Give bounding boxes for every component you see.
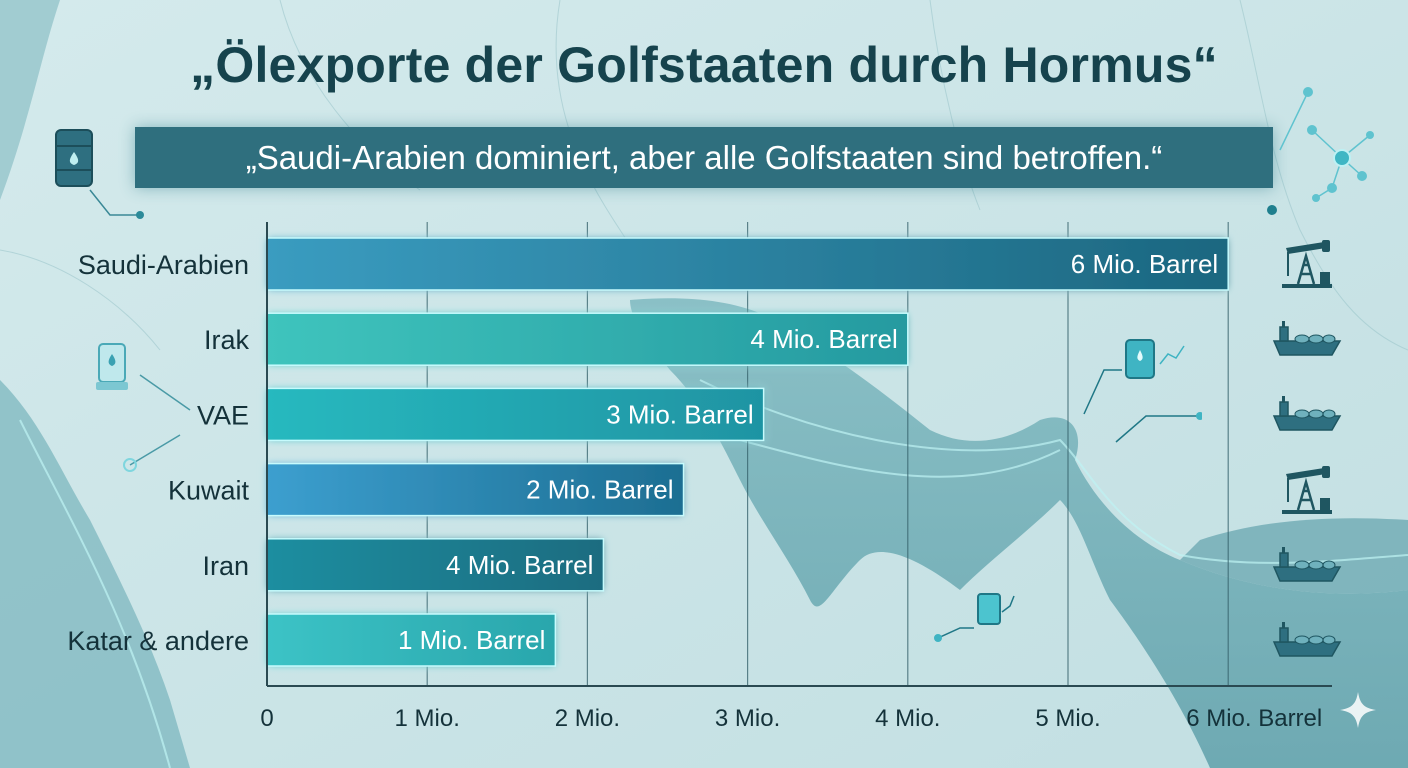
connector-line xyxy=(123,374,191,472)
grid-lines xyxy=(426,222,1229,686)
oil-pump-icon xyxy=(1280,236,1334,295)
category-label: Kuwait xyxy=(168,476,250,506)
x-tick-label: 5 Mio. xyxy=(1035,705,1100,732)
connector-line xyxy=(89,189,144,219)
tanker-ship-icon xyxy=(1272,394,1342,439)
x-tick-label: 6 Mio. Barrel xyxy=(1186,705,1322,732)
sea-left xyxy=(0,380,190,768)
tanker-ship-icon xyxy=(1272,545,1342,590)
bar xyxy=(266,462,685,517)
network-nodes-icon xyxy=(1267,87,1374,215)
tanker-ship-icon xyxy=(1272,319,1342,364)
oil-canister-icon xyxy=(94,338,130,399)
category-label: Iran xyxy=(202,551,249,581)
category-label: VAE xyxy=(197,400,249,430)
bar-data-label: 6 Mio. Barrel xyxy=(1071,249,1218,279)
bar xyxy=(266,387,765,442)
oil-barrel-icon xyxy=(934,593,1015,642)
sparkle-icon xyxy=(1340,692,1376,728)
category-label: Saudi-Arabien xyxy=(78,250,249,280)
bar-data-label: 3 Mio. Barrel xyxy=(606,399,753,429)
bars: 6 Mio. Barrel 4 Mio. Barrel 3 Mio. Barrel 2… xyxy=(266,237,1229,667)
bar-data-label: 2 Mio. Barrel xyxy=(526,475,673,505)
tanker-ship-icon xyxy=(1272,620,1342,665)
bar-data-label: 4 Mio. Barrel xyxy=(446,550,593,580)
bar xyxy=(266,237,1229,291)
gulf-water xyxy=(630,298,1408,768)
bar xyxy=(266,613,557,667)
x-tick-label: 3 Mio. xyxy=(715,705,780,732)
oil-pump-icon xyxy=(1280,462,1334,521)
category-labels: Saudi-Arabien Irak VAE Kuwait Iran Katar & an… xyxy=(67,250,249,656)
bar-data-label: 4 Mio. Barrel xyxy=(750,324,897,354)
oil-barrel-icon xyxy=(1083,339,1202,443)
x-tick-label: 0 xyxy=(260,705,273,732)
subtitle-banner: „Saudi-Arabien dominiert, aber alle Golf… xyxy=(135,127,1273,188)
chart-subtitle: „Saudi-Arabien dominiert, aber alle Golf… xyxy=(245,139,1163,176)
oil-barrel-icon xyxy=(52,126,96,195)
x-tick-label: 2 Mio. xyxy=(555,705,620,732)
x-tick-label: 4 Mio. xyxy=(875,705,940,732)
category-label: Irak xyxy=(204,325,250,355)
tick-labels: 0 1 Mio. 2 Mio. 3 Mio. 4 Mio. 5 Mio. 6 Mio. Ba… xyxy=(260,705,1322,732)
bar xyxy=(266,538,605,592)
bar xyxy=(266,312,909,366)
category-label: Katar & andere xyxy=(67,626,249,656)
x-tick-label: 1 Mio. xyxy=(395,705,460,732)
chart-title: „Ölexporte der Golfstaaten durch Hormus“ xyxy=(190,37,1218,93)
bar-data-label: 1 Mio. Barrel xyxy=(398,625,545,655)
